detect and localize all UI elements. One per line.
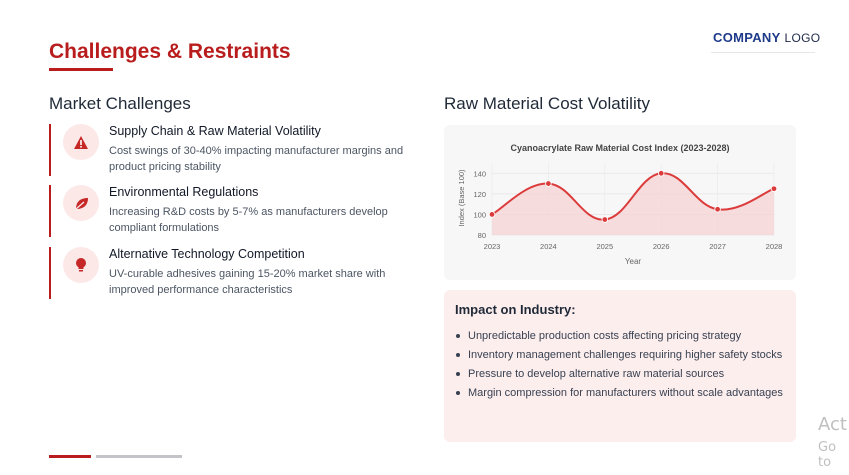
chart-data-point — [657, 170, 665, 177]
chart-data-point — [714, 206, 721, 213]
title-underline — [49, 68, 113, 71]
cost-index-chart: Cyanoacrylate Raw Material Cost Index (2… — [457, 143, 783, 266]
leaf-icon — [75, 197, 88, 209]
impact-list-item: Inventory management challenges requirin… — [455, 347, 785, 363]
chart-area-fill — [492, 173, 774, 235]
impact-list-item: Unpredictable production costs affecting… — [455, 328, 785, 344]
chart-x-tick-label: 2026 — [653, 242, 670, 251]
challenge-title: Environmental Regulations — [109, 185, 259, 199]
market-challenges-heading: Market Challenges — [49, 94, 191, 113]
chart-x-label: Year — [625, 257, 642, 266]
challenge-item-supply-chain: Supply Chain & Raw Material Volatility C… — [49, 124, 409, 176]
challenge-item-alternative-tech: Alternative Technology Competition UV-cu… — [49, 247, 409, 299]
impact-title: Impact on Industry: — [455, 302, 576, 317]
challenge-icon-badge — [63, 247, 99, 283]
page-title: Challenges & Restraints — [49, 40, 291, 63]
chart-data-point — [770, 185, 778, 192]
chart-x-tick-label: 2024 — [540, 242, 557, 251]
chart-x-ticks: 2023 2024 2025 2026 2027 2028 — [484, 242, 783, 251]
logo-divider — [711, 52, 815, 53]
warning-icon — [74, 135, 88, 149]
challenge-description: Increasing R&D costs by 5-7% as manufact… — [109, 206, 388, 234]
cost-index-chart-card: Cyanoacrylate Raw Material Cost Index (2… — [444, 125, 796, 280]
activation-watermark-line2: Go to — [818, 440, 837, 470]
chart-data-point — [545, 180, 552, 187]
company-logo: COMPANY LOGO — [713, 30, 820, 45]
chart-title: Cyanoacrylate Raw Material Cost Index (2… — [510, 143, 729, 153]
logo-bold-text: COMPANY — [713, 30, 781, 45]
chart-x-tick-label: 2023 — [484, 242, 501, 251]
slide-progress-inactive[interactable] — [96, 455, 182, 458]
challenge-icon-badge — [63, 185, 99, 221]
chart-y-tick-label: 120 — [473, 190, 486, 199]
chart-y-tick-label: 100 — [473, 210, 486, 219]
challenge-description: Cost swings of 30-40% impacting manufact… — [109, 145, 404, 173]
logo-light-text: LOGO — [784, 31, 821, 45]
impact-on-industry-box: Impact on Industry: Unpredictable produc… — [444, 290, 796, 442]
chart-y-label: Index (Base 100) — [457, 169, 466, 227]
impact-list: Unpredictable production costs affecting… — [455, 328, 785, 401]
challenge-title: Alternative Technology Competition — [109, 247, 305, 261]
chart-y-tick-label: 140 — [473, 169, 486, 178]
chart-y-ticks: 80 100 120 140 — [473, 169, 486, 240]
chart-data-point — [488, 211, 496, 218]
chart-y-tick-label: 80 — [478, 231, 486, 240]
challenge-icon-badge — [63, 124, 99, 160]
impact-list-item: Pressure to develop alternative raw mate… — [455, 366, 785, 382]
activation-watermark-line1: Act — [818, 414, 847, 435]
challenge-title: Supply Chain & Raw Material Volatility — [109, 124, 321, 138]
challenge-description: UV-curable adhesives gaining 15-20% mark… — [109, 268, 386, 296]
challenge-item-environmental: Environmental Regulations Increasing R&D… — [49, 185, 409, 237]
cost-volatility-heading: Raw Material Cost Volatility — [444, 94, 650, 113]
chart-data-point — [601, 216, 608, 223]
chart-x-tick-label: 2027 — [709, 242, 726, 251]
slide-progress-active[interactable] — [49, 455, 91, 458]
chart-x-tick-label: 2028 — [766, 242, 783, 251]
impact-list-item: Margin compression for manufacturers wit… — [455, 385, 785, 401]
chart-points — [488, 170, 778, 223]
chart-x-tick-label: 2025 — [596, 242, 613, 251]
lightbulb-icon — [76, 258, 86, 272]
